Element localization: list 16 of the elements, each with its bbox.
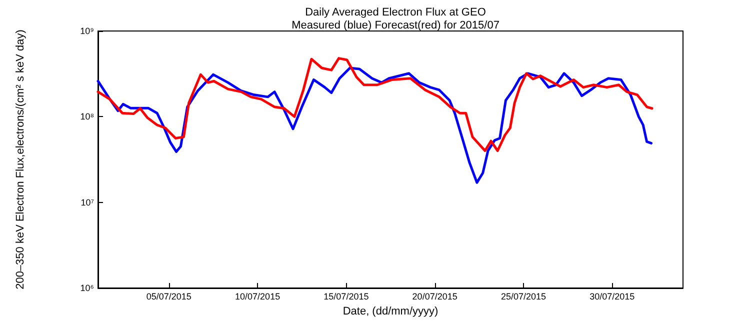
- x-tick-label: 05/07/2015: [146, 292, 192, 302]
- line-series: [96, 57, 654, 152]
- x-tick-label: 20/07/2015: [412, 292, 458, 302]
- x-tick-label: 15/07/2015: [324, 292, 369, 302]
- x-tick-label: 25/07/2015: [500, 292, 546, 302]
- y-tick-label: 10⁸: [80, 112, 94, 122]
- x-tick-label: 10/07/2015: [235, 292, 280, 302]
- line-series: [96, 66, 652, 184]
- y-tick-label: 10⁹: [80, 26, 94, 36]
- y-tick-label: 10⁷: [80, 197, 94, 208]
- chart-title: Daily Averaged Electron Flux at GEO: [305, 6, 486, 18]
- x-tick-label: 30/07/2015: [590, 292, 635, 302]
- y-axis-title: 200–350 keV Electron Flux,electrons/(cm² s keV day): [14, 30, 26, 290]
- y-tick-label: 10⁶: [80, 283, 94, 293]
- x-axis-title: Date, (dd/mm/yyyy): [342, 305, 438, 318]
- chart-subtitle: Measured (blue) Forecast(red) for 2015/07: [292, 20, 500, 32]
